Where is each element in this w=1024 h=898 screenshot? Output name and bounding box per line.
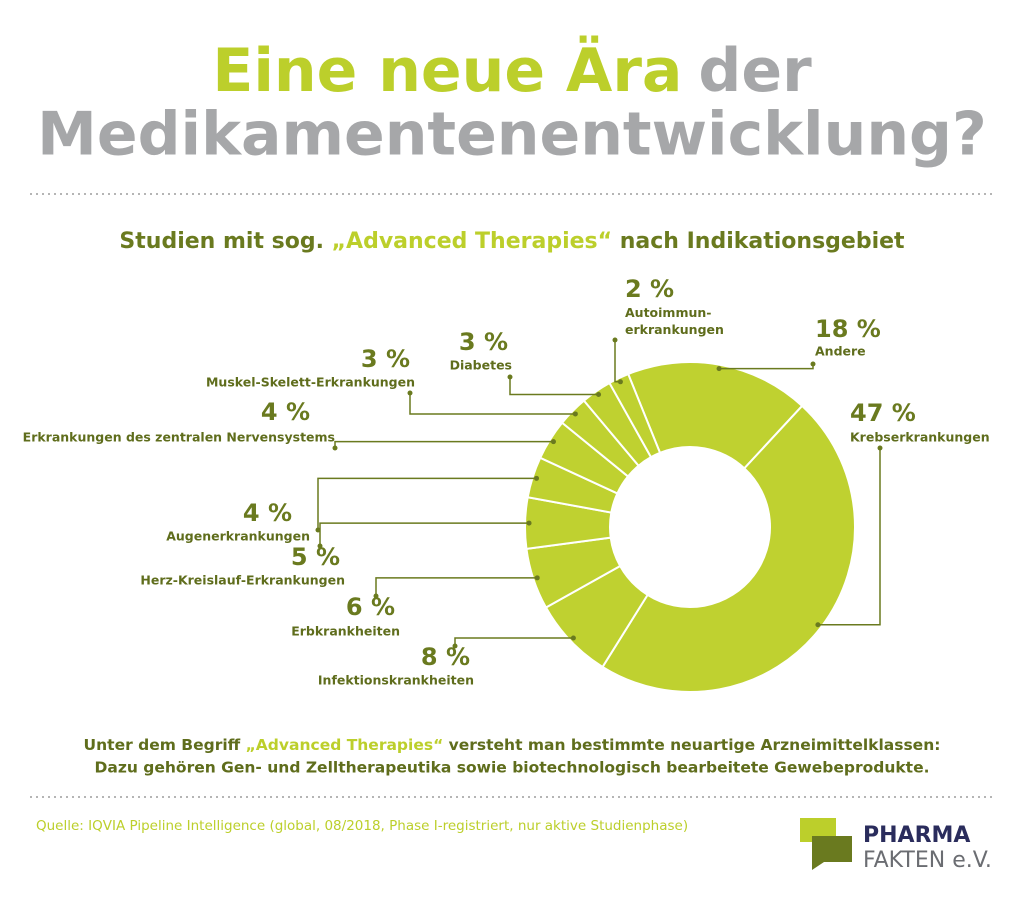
leader-dot: [534, 475, 540, 481]
leader-line: [409, 393, 576, 415]
note-part: versteht man bestimmte neuartige Arzneim…: [443, 736, 940, 754]
leader-line: [334, 440, 554, 448]
leader-dot: [596, 391, 602, 397]
leader-dot: [317, 543, 323, 549]
logo-text: PHARMA: [863, 823, 970, 848]
source: Quelle: IQVIA Pipeline Intelligence (glo…: [36, 818, 688, 834]
donut-slice: [626, 361, 804, 470]
leader-line: [375, 577, 538, 596]
subtitle: Studien mit sog. „Advanced Therapies“ na…: [119, 229, 905, 254]
leader-line: [719, 364, 814, 370]
note-part: Unter dem Begriff: [84, 736, 246, 754]
leader-dot: [612, 337, 618, 343]
title-line-2: Medikamentenentwicklung?: [37, 100, 987, 170]
leader-dot: [373, 593, 379, 599]
title-line-1: Eine neue Ära der: [212, 34, 812, 106]
category-label: Herz-Kreislauf-Erkrankungen: [140, 573, 345, 588]
value-label: 3 %: [361, 345, 410, 373]
leader-dot: [507, 374, 513, 380]
value-label: 18 %: [815, 315, 881, 343]
leader-line: [614, 340, 621, 383]
category-label: Andere: [815, 344, 866, 359]
leader-line: [817, 448, 881, 626]
leader-line: [319, 522, 530, 546]
leader-line: [454, 637, 574, 646]
category-label: Muskel-Skelett-Erkrankungen: [206, 375, 415, 390]
value-label: 3 %: [459, 328, 508, 356]
title-highlight: Eine neue Ära: [212, 34, 682, 106]
leader-dot: [572, 411, 578, 417]
leader-dot: [716, 366, 722, 372]
category-label: Augenerkrankungen: [166, 529, 310, 544]
leader-dot: [810, 361, 816, 367]
category-label: Erbkrankheiten: [291, 624, 400, 639]
category-label: Diabetes: [450, 358, 512, 373]
leader-line: [509, 377, 599, 396]
note-highlight: „Advanced Therapies“: [246, 736, 444, 754]
title-part: der: [698, 36, 812, 106]
category-label: Krebserkrankungen: [850, 430, 990, 445]
leader-dot: [407, 390, 413, 396]
leader-dot: [315, 527, 321, 533]
leader-dot: [617, 379, 623, 385]
category-label: Autoimmun-erkrankungen: [625, 305, 724, 337]
leader-dot: [815, 622, 821, 628]
leader-dot: [332, 445, 338, 451]
value-label: 6 %: [346, 593, 395, 621]
subtitle-highlight: „Advanced Therapies“: [332, 229, 613, 254]
value-label: 4 %: [243, 499, 292, 527]
leader-dot: [550, 439, 556, 445]
subtitle-part: nach Indikationsgebiet: [612, 229, 905, 254]
value-label: 47 %: [850, 399, 916, 427]
logo: PHARMA FAKTEN e.V.: [800, 818, 992, 873]
category-label: Erkrankungen des zentralen Nervensystems: [23, 430, 335, 445]
note-line: Unter dem Begriff „Advanced Therapies“ v…: [84, 736, 941, 754]
category-label: Infektionskrankheiten: [318, 673, 474, 688]
note-line: Dazu gehören Gen- und Zelltherapeutika s…: [95, 759, 930, 777]
value-label: 2 %: [625, 275, 674, 303]
value-label: 8 %: [421, 643, 470, 671]
leader-line: [317, 477, 537, 530]
leader-dot: [570, 635, 576, 641]
leader-dot: [526, 520, 532, 526]
leader-dot: [877, 445, 883, 451]
donut-slice: [601, 404, 856, 693]
value-label: 4 %: [261, 398, 310, 426]
logo-text: FAKTEN e.V.: [863, 848, 992, 873]
logo-shape: [812, 836, 852, 870]
value-label: 5 %: [291, 543, 340, 571]
subtitle-part: Studien mit sog.: [119, 229, 331, 254]
leader-dot: [534, 575, 540, 581]
leader-dot: [452, 643, 458, 649]
